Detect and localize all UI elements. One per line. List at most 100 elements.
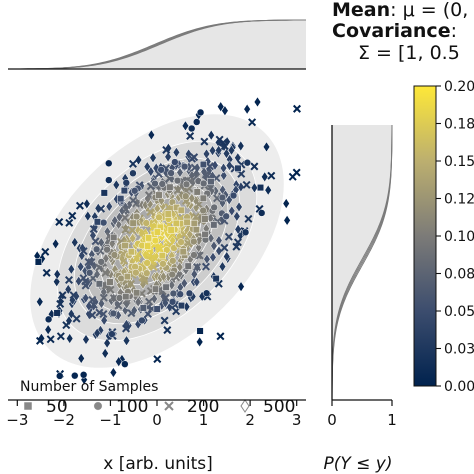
data-point-200	[127, 309, 136, 318]
data-point-50	[139, 304, 147, 312]
data-point-100	[44, 315, 53, 324]
data-point-500	[109, 367, 117, 378]
data-point-200	[129, 196, 138, 205]
data-point-500	[108, 238, 116, 250]
colorbar-ticks: 0.00 0.03 0.05 0.08 0.10 0.12 0.15 0.18 0.20	[436, 79, 474, 395]
data-point-50	[164, 210, 172, 218]
data-point-500	[168, 279, 176, 291]
data-point-500	[228, 205, 236, 217]
data-point-500	[159, 271, 168, 283]
data-point-100	[129, 169, 137, 177]
data-point-50	[153, 305, 161, 313]
data-point-100	[132, 212, 141, 221]
data-point-200	[81, 281, 90, 290]
data-point-500	[93, 327, 101, 339]
data-point-50	[121, 241, 129, 250]
data-point-100	[167, 169, 175, 177]
data-point-500	[36, 296, 44, 308]
data-point-100	[142, 219, 150, 227]
data-point-100	[105, 159, 113, 168]
data-point-500	[215, 235, 223, 246]
data-point-200	[183, 239, 192, 248]
data-point-500	[82, 292, 90, 304]
x-tick-label: 0	[152, 411, 162, 429]
data-point-500	[150, 293, 158, 305]
data-point-200	[146, 208, 155, 217]
marginal-y-axis-label: P(Y ≤ y)	[323, 454, 392, 474]
data-point-100	[159, 260, 167, 268]
data-point-100	[171, 158, 179, 166]
data-point-500	[44, 324, 52, 336]
data-point-500	[203, 253, 211, 265]
x-tick-label: 3	[292, 411, 302, 429]
data-point-50	[184, 262, 192, 270]
data-point-200	[128, 159, 137, 168]
data-point-200	[79, 274, 88, 283]
data-point-500	[235, 201, 243, 213]
data-point-200	[205, 162, 214, 171]
data-point-500	[195, 242, 203, 253]
data-point-100	[180, 162, 189, 171]
data-point-100	[163, 246, 171, 254]
data-point-200	[72, 314, 81, 323]
data-point-200	[160, 316, 169, 325]
data-point-500	[253, 96, 262, 108]
data-point-200	[242, 180, 251, 189]
data-point-50	[179, 248, 187, 256]
data-point-500	[172, 146, 181, 158]
data-point-500	[77, 261, 85, 273]
data-point-200	[132, 254, 141, 263]
data-point-200	[91, 237, 100, 246]
data-point-100	[158, 180, 166, 188]
data-point-200	[42, 268, 51, 277]
data-point-100	[132, 268, 140, 277]
data-point-200	[62, 321, 71, 330]
data-point-100	[187, 124, 196, 133]
data-point-500	[219, 162, 228, 174]
data-point-100	[71, 371, 79, 380]
data-point-500	[38, 253, 46, 265]
data-point-500	[64, 284, 72, 295]
data-point-50	[177, 302, 186, 310]
data-point-500	[250, 182, 259, 194]
data-point-200	[120, 213, 129, 222]
data-point-50	[196, 327, 204, 335]
data-point-500	[283, 214, 291, 226]
data-point-100	[56, 372, 64, 380]
data-point-500	[53, 268, 61, 280]
data-point-50	[201, 215, 209, 223]
colorbar-tick-label: 0.15	[444, 154, 474, 170]
data-point-50	[123, 273, 131, 281]
data-point-500	[85, 300, 93, 312]
data-point-500	[176, 261, 184, 273]
data-point-200	[101, 268, 110, 277]
data-point-100	[192, 118, 201, 126]
annotation-covariance-value: Σ = [1, 0.5	[358, 42, 460, 64]
data-point-500	[180, 277, 188, 289]
data-point-100	[103, 245, 111, 254]
data-point-500	[97, 298, 106, 309]
data-point-500	[105, 201, 113, 212]
annotation-mean-label: Mean	[332, 0, 391, 21]
data-point-200	[153, 355, 162, 364]
data-point-200	[143, 309, 152, 319]
data-point-500	[237, 140, 245, 152]
data-point-500	[262, 141, 271, 153]
data-point-50	[193, 188, 201, 196]
data-point-500	[222, 148, 231, 159]
data-point-500	[115, 356, 123, 368]
data-point-500	[282, 198, 290, 209]
data-point-500	[227, 144, 236, 156]
marginal-x-axes	[7, 19, 307, 70]
legend-marker-100	[93, 401, 103, 411]
legend-title: Number of Samples	[20, 379, 158, 395]
colorbar-tick-label: 0.08	[444, 267, 474, 283]
data-point-500	[84, 210, 92, 222]
scatter-axes: Number of Samples 50 100 200 500 −3 −2 −1 0 1 2 3…	[6, 96, 306, 474]
x-tick-label: 2	[245, 411, 255, 429]
data-point-50	[183, 218, 191, 226]
data-point-100	[85, 269, 94, 277]
scatter-points	[33, 96, 302, 386]
data-point-200	[109, 294, 118, 303]
